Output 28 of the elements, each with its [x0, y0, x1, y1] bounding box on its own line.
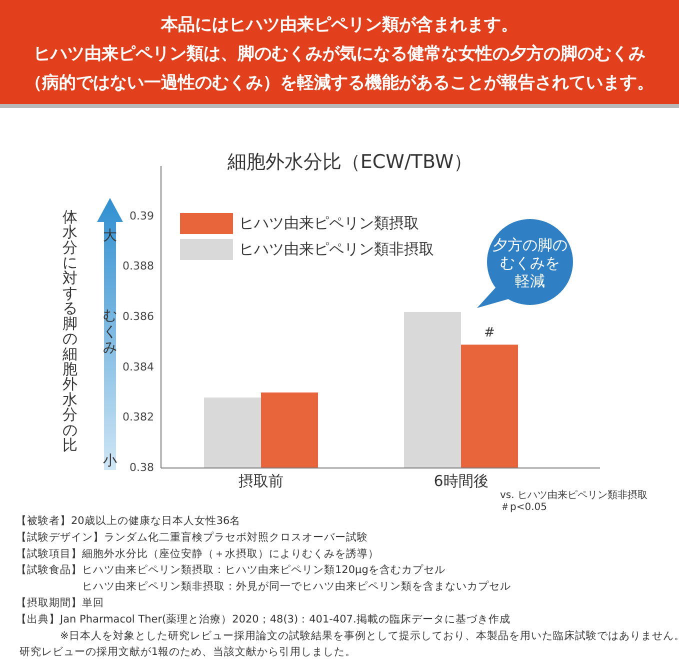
y-tick-label: 0.384	[122, 360, 154, 374]
annotation: #	[484, 326, 495, 341]
text: vs. ヒハツ由来ピペリン類非摂取	[500, 489, 648, 501]
text: 小	[103, 453, 117, 469]
y-tick-label: 0.388	[122, 260, 154, 273]
text: 【試験項目】細胞外水分比（座位安静（＋水摂取）によりむくみを誘導）	[16, 546, 379, 560]
chart-subtitle: 細胞外水分比（ECW/TBW）	[226, 151, 473, 173]
y-tick-label: 0.386	[122, 310, 154, 324]
text: ヒハツ由来ピペリン類非摂取：外見が同一でヒハツ由来ピペリン類を含まないカプセル	[16, 580, 511, 593]
text: 【摂取期間】単回	[16, 596, 104, 609]
y-tick-label: 0.39	[130, 209, 154, 222]
text: 【試験食品】ヒハツ由来ピペリン類摂取：ヒハツ由来ピペリン類120μgを含むカプセル	[16, 563, 446, 576]
text: ヒハツ由来ピペリン類は、脚のむくみが気になる健常な女性の夕方の脚のむくみ（病的ではない一過性のむくみ）を軽減する機能があることが報告されています。	[25, 44, 654, 93]
text: ＃p<0.05	[500, 502, 547, 513]
chart-title: 本品にはヒハツ由来ピペリン類が含まれます。	[160, 15, 518, 35]
text: 体水分に対する脚の細胞外水分の比	[62, 208, 78, 454]
text: 【被験者】20歳以上の健康な日本人女性36名	[16, 514, 241, 527]
x-tick-label: 6時間後	[434, 472, 488, 490]
text: ※日本人を対象とした研究レビュー採用論文の試験結果を事例として提示しており、本製品を用いた臨床試験ではありません。	[16, 628, 679, 642]
legend-label: ヒハツ由来ピペリン類非摂取	[239, 240, 434, 258]
text: 【出典】Jan Pharmacol Ther(薬理と治療）2020；48(3)：401-407.掲載の臨床データに基づき作成	[16, 612, 510, 626]
annotation: 夕方の脚のむくみを軽減	[492, 236, 568, 290]
x-tick-label: 摂取前	[238, 472, 284, 490]
legend-label: ヒハツ由来ピペリン類摂取	[239, 214, 419, 232]
y-tick-label: 0.382	[122, 410, 154, 424]
text: 【試験デザイン】ランダム化二重盲検プラセボ対照クロスオーバー試験	[16, 530, 368, 544]
text: 研究レビューの採用文献が1報のため、当該文献から引用しました。	[16, 645, 356, 658]
y-tick-label: 0.38	[130, 461, 154, 474]
